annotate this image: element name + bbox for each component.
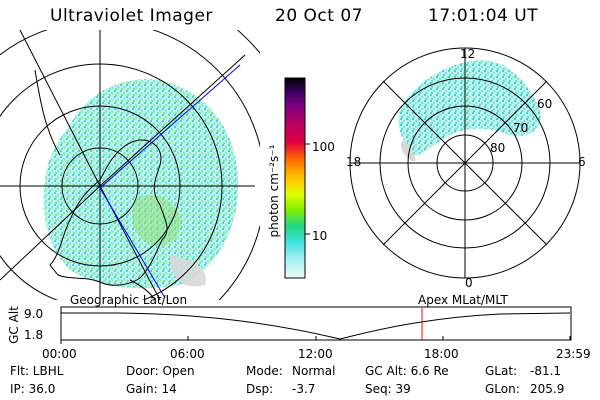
- mlat-label-60: 60: [537, 97, 553, 111]
- mlt-label-18: 18: [346, 155, 362, 169]
- instrument-title: Ultraviolet Imager: [50, 6, 213, 26]
- orbit-xtick-0000: 00:00: [42, 347, 77, 361]
- mode-value: Normal: [292, 364, 336, 378]
- mode-label: Mode:: [246, 364, 283, 378]
- ip-info: IP: 36.0: [10, 382, 56, 396]
- polar-image-swath: [398, 60, 541, 156]
- orbit-altitude-plot: [60, 306, 572, 344]
- orbit-xtick-2359: 23:59: [556, 347, 591, 361]
- orbit-xtick-1200: 12:00: [298, 347, 333, 361]
- geo-image-swath: [43, 79, 239, 289]
- glat-label: GLat:: [485, 364, 518, 378]
- door-info: Door: Open: [126, 364, 195, 378]
- footprint-track: [99, 187, 166, 299]
- colorbar-tick-100: 100: [312, 140, 335, 154]
- glat-value: -81.1: [530, 364, 562, 378]
- polar-mlt-map: [349, 47, 581, 279]
- seq-info: Seq: 39: [365, 382, 411, 396]
- orbit-ytick-high: 9.0: [24, 307, 44, 321]
- colorbar-unit: photon cm⁻²s⁻¹: [267, 144, 281, 238]
- geo-map-label: Geographic Lat/Lon: [70, 293, 188, 307]
- orbit-axis-title: GC Alt: [7, 306, 21, 344]
- mlat-label-70: 70: [513, 121, 529, 135]
- dsp-value: -3.7: [292, 382, 316, 396]
- orbit-altitude-curve: [61, 312, 571, 340]
- color-scale-bar: [284, 77, 310, 279]
- mlt-label-0: 0: [465, 276, 473, 290]
- image-time: 17:01:04 UT: [428, 6, 539, 26]
- gc-alt-info: GC Alt: 6.6 Re: [365, 364, 449, 378]
- mlt-label-12: 12: [460, 47, 476, 61]
- filter-info: Flt: LBHL: [10, 364, 64, 378]
- mlat-label-80: 80: [490, 141, 506, 155]
- orbit-ytick-low: 1.8: [24, 328, 44, 342]
- polar-map-label: Apex MLat/MLT: [418, 293, 508, 307]
- glon-value: 205.9: [530, 382, 565, 396]
- glon-label: GLon:: [485, 382, 520, 396]
- antarctic-coastline: [49, 139, 168, 286]
- geographic-map: [0, 30, 260, 300]
- dsp-label: Dsp:: [246, 382, 274, 396]
- orbit-xtick-0600: 06:00: [170, 347, 205, 361]
- image-date: 20 Oct 07: [275, 6, 363, 26]
- orbit-xtick-1800: 18:00: [424, 347, 459, 361]
- mlt-label-6: 6: [578, 155, 586, 169]
- gain-info: Gain: 14: [126, 382, 177, 396]
- colorbar-tick-10: 10: [312, 229, 328, 243]
